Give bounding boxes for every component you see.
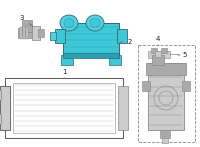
- Ellipse shape: [64, 19, 74, 27]
- Bar: [162, 138, 168, 143]
- Bar: [152, 55, 164, 65]
- Bar: [18, 28, 40, 38]
- Bar: [0, 86, 10, 130]
- Ellipse shape: [90, 19, 100, 27]
- Bar: [148, 51, 170, 58]
- Bar: [32, 26, 40, 40]
- Bar: [148, 63, 184, 130]
- Bar: [0, 86, 10, 130]
- Ellipse shape: [86, 15, 104, 31]
- Ellipse shape: [60, 15, 78, 31]
- Bar: [13, 83, 115, 133]
- Bar: [155, 51, 161, 57]
- Bar: [50, 32, 56, 40]
- Bar: [146, 63, 186, 75]
- Text: 1: 1: [62, 69, 66, 78]
- Text: 4: 4: [156, 36, 160, 45]
- Bar: [0, 90, 1, 100]
- Bar: [22, 20, 32, 32]
- Bar: [138, 45, 195, 142]
- Text: 3: 3: [20, 15, 33, 26]
- Bar: [63, 53, 119, 58]
- Bar: [20, 27, 22, 39]
- Bar: [26, 27, 28, 39]
- Bar: [0, 114, 1, 124]
- Bar: [151, 48, 157, 53]
- Bar: [161, 48, 167, 53]
- Bar: [55, 29, 65, 43]
- Bar: [38, 29, 44, 37]
- Text: 2: 2: [120, 39, 132, 45]
- Bar: [142, 81, 150, 91]
- Circle shape: [159, 91, 173, 105]
- Text: 5: 5: [178, 52, 187, 58]
- Bar: [118, 86, 128, 130]
- Bar: [61, 55, 73, 65]
- Bar: [5, 78, 123, 138]
- Bar: [182, 81, 190, 91]
- Bar: [23, 27, 25, 39]
- Bar: [63, 23, 119, 57]
- Bar: [109, 55, 121, 65]
- Bar: [117, 29, 127, 43]
- Bar: [160, 130, 170, 138]
